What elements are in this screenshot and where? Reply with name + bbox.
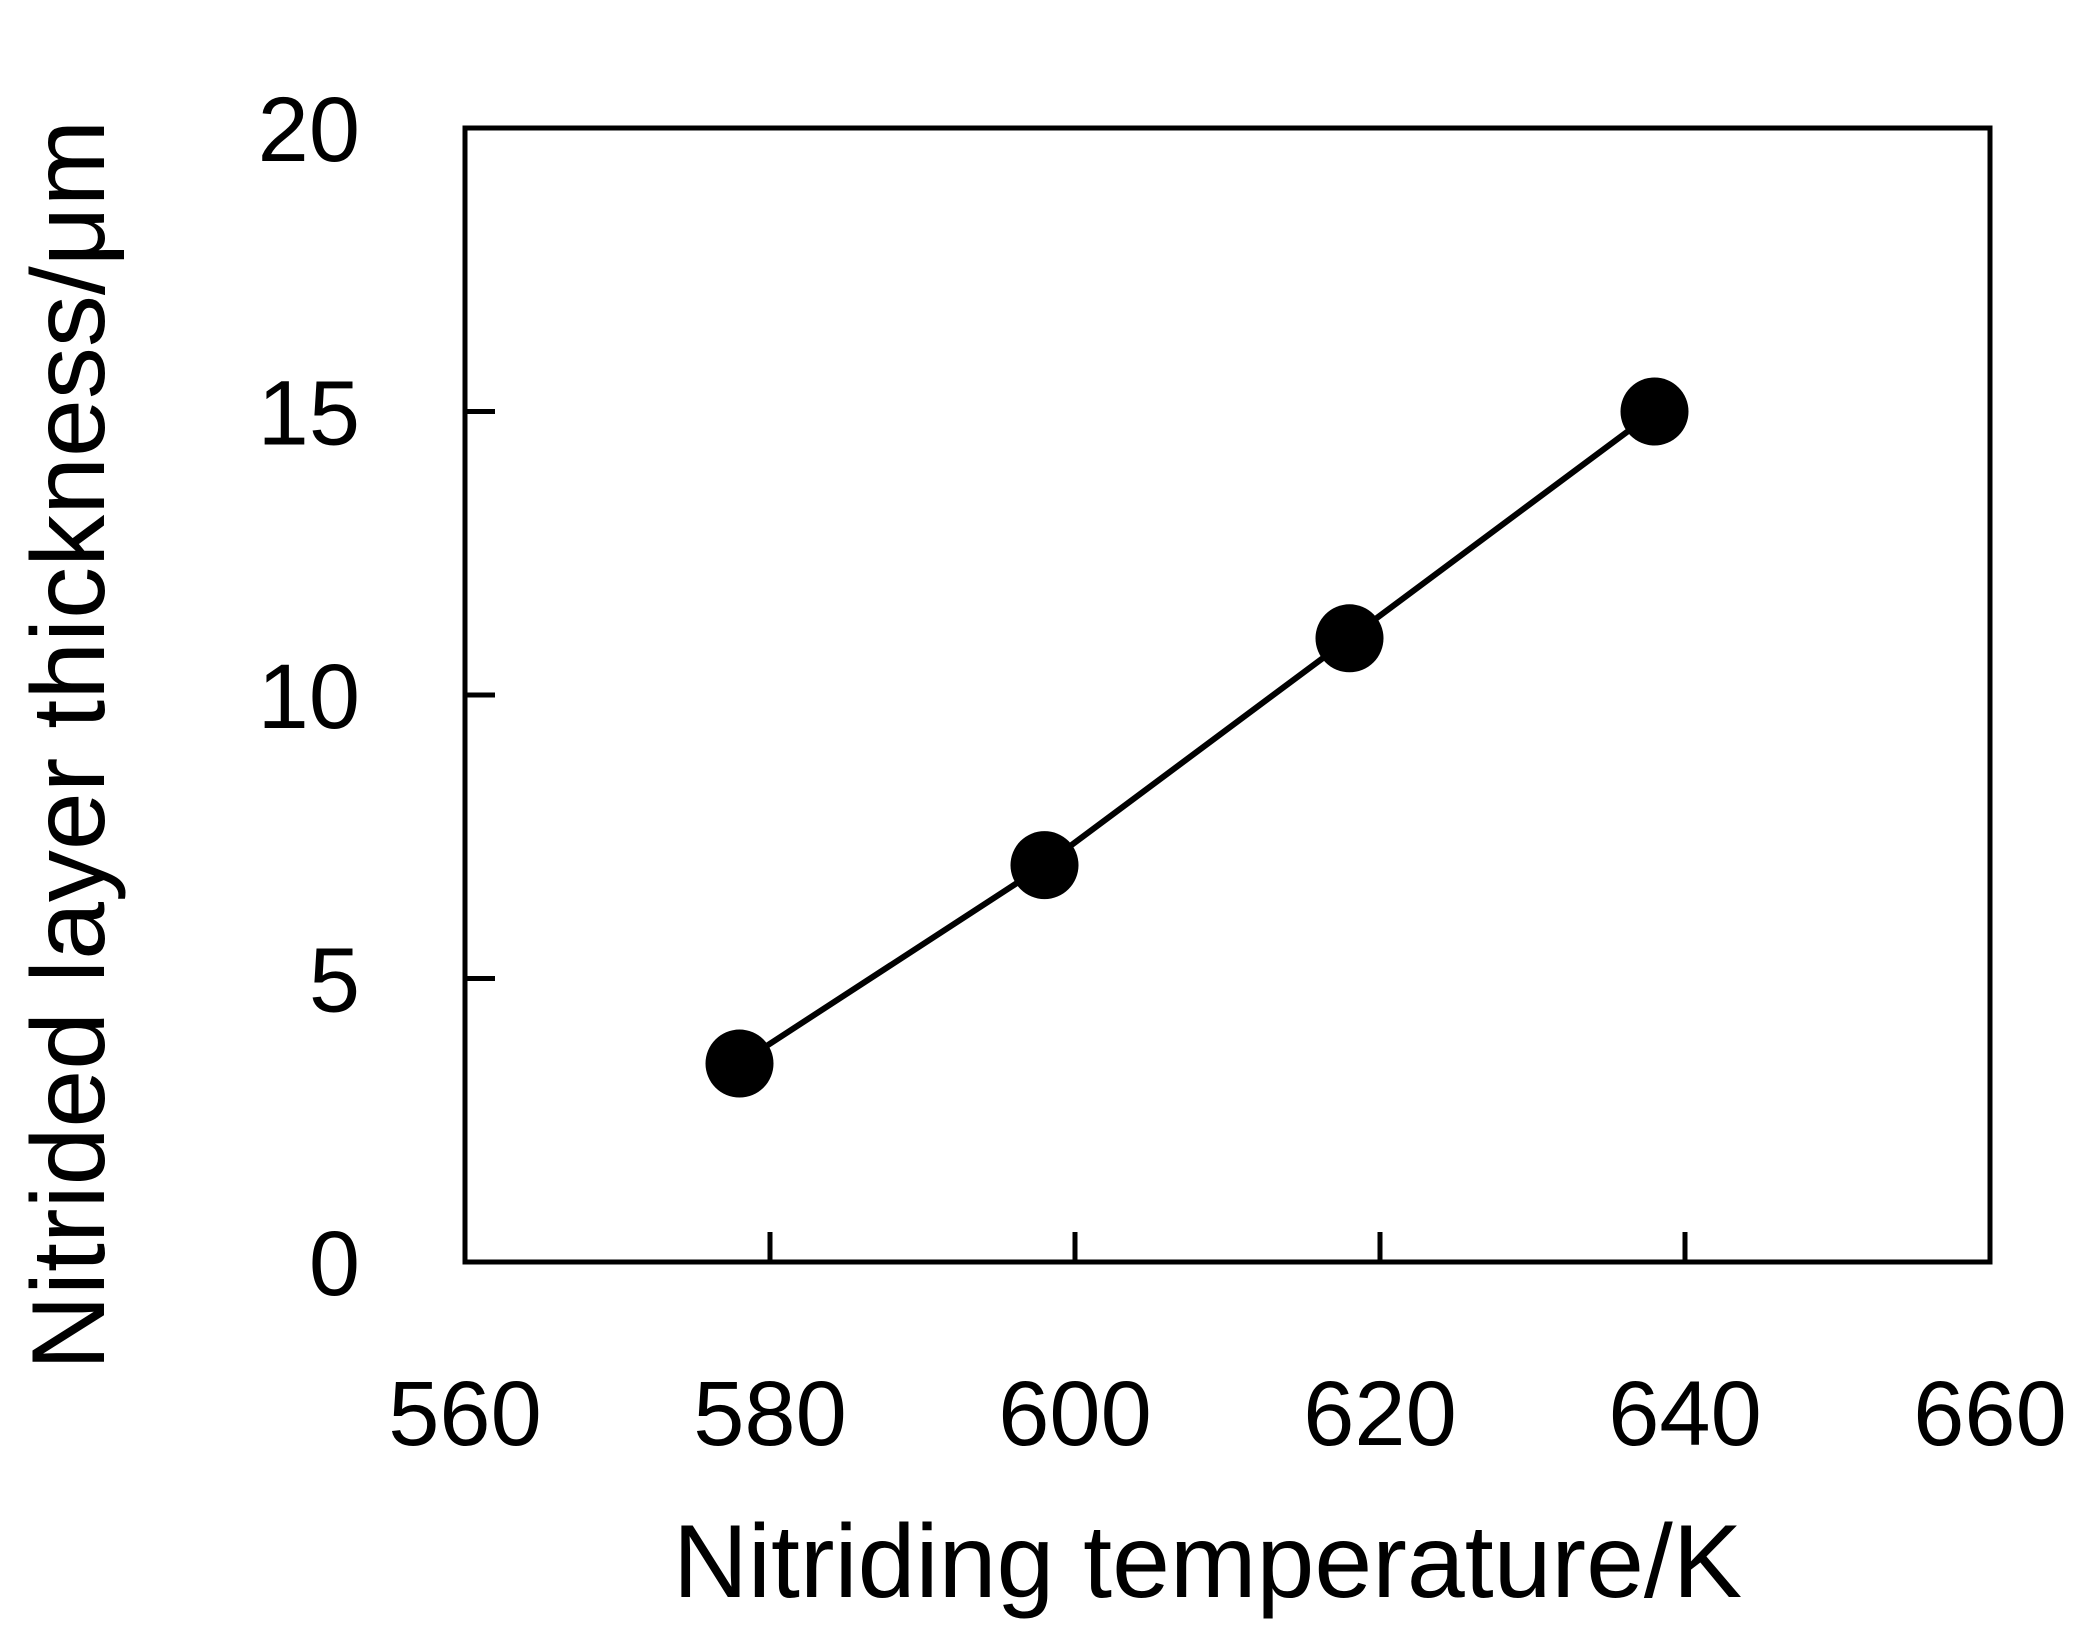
y-axis-label: Nitrided layer thickness/μm [11,120,127,1371]
x-tick-label-560: 560 [388,1363,542,1465]
y-tick-label-20: 20 [258,79,360,181]
y-tick-label-5: 5 [309,930,360,1032]
axis-ticks [465,409,1688,1262]
x-axis-label: Nitriding temperature/K [673,1504,1742,1620]
y-tick-label-0: 0 [309,1213,360,1315]
plot-frame [462,125,1993,1265]
series-line-0 [737,409,1657,1067]
data-point-0-1 [1010,831,1079,900]
data-point-0-2 [1315,604,1384,673]
data-point-0-3 [1620,377,1689,446]
x-tick-label-600: 600 [998,1363,1152,1465]
x-tick-label-640: 640 [1608,1363,1762,1465]
x-tick-label-620: 620 [1303,1363,1457,1465]
x-tick-label-580: 580 [693,1363,847,1465]
x-tick-label-660: 660 [1913,1363,2067,1465]
y-tick-label-15: 15 [258,363,360,465]
y-tick-labels: 0 5 10 15 20 [258,79,360,1315]
series-group [705,377,1689,1098]
x-tick-labels: 560 580 600 620 640 660 [388,1363,2067,1465]
data-point-0-0 [705,1029,774,1098]
y-tick-label-10: 10 [258,646,360,748]
